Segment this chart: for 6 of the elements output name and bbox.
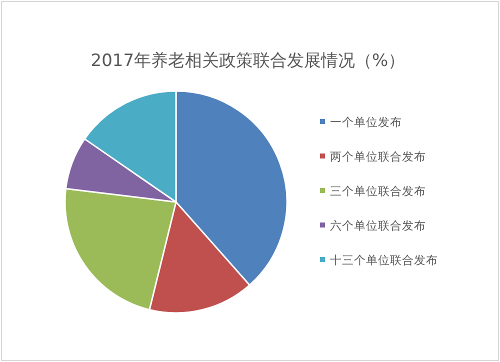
chart-title: 2017年养老相关政策联合发展情况（%） bbox=[90, 51, 406, 71]
legend-label: 六个单位联合发布 bbox=[330, 218, 426, 232]
legend-label: 两个单位联合发布 bbox=[330, 150, 426, 164]
legend-label: 一个单位发布 bbox=[330, 115, 402, 129]
legend-label: 十三个单位联合发布 bbox=[330, 253, 438, 267]
legend-label: 三个单位联合发布 bbox=[330, 184, 426, 198]
